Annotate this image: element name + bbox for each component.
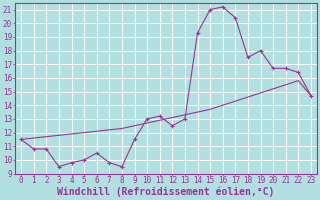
X-axis label: Windchill (Refroidissement éolien,°C): Windchill (Refroidissement éolien,°C): [57, 187, 275, 197]
